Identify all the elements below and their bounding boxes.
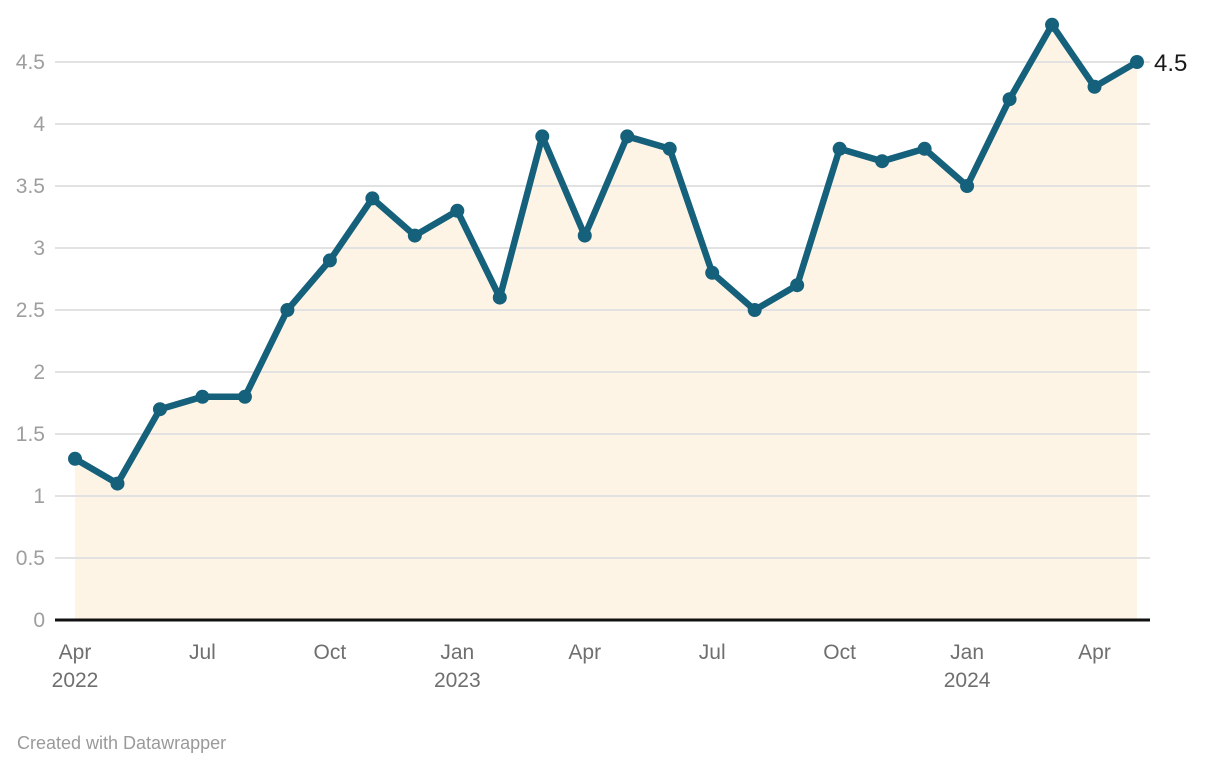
data-point[interactable] (1045, 17, 1060, 32)
x-axis-tick-label: Apr (1078, 641, 1111, 664)
data-point[interactable] (450, 203, 465, 218)
data-point[interactable] (68, 451, 82, 466)
x-axis-tick-label: Apr (59, 641, 92, 664)
data-point[interactable] (1087, 79, 1102, 94)
y-axis-tick-label: 3.5 (16, 175, 45, 198)
x-axis-tick-label: Jan (950, 641, 984, 664)
data-point[interactable] (832, 141, 847, 156)
data-point[interactable] (407, 228, 422, 243)
data-point[interactable] (875, 154, 890, 169)
data-point[interactable] (960, 179, 975, 193)
data-point[interactable] (1002, 92, 1017, 107)
y-axis-tick-label: 3 (33, 237, 45, 260)
y-axis-tick-label: 4.5 (16, 51, 45, 74)
data-point[interactable] (152, 402, 167, 417)
data-point[interactable] (110, 476, 125, 491)
data-point[interactable] (280, 303, 295, 317)
data-point[interactable] (705, 265, 720, 280)
data-point[interactable] (365, 191, 380, 206)
end-value-label: 4.5 (1154, 50, 1187, 77)
y-axis-tick-label: 2.5 (16, 299, 45, 322)
y-axis-tick-label: 0 (33, 609, 45, 632)
y-axis-tick-label: 1.5 (16, 423, 45, 446)
chart-svg: 0 0.5 1 1.5 2 2.5 3 3.5 4 4.5 Apr 2022 Jul Oct Jan 2023… (16, 17, 1187, 692)
y-axis-tick-label: 2 (33, 361, 45, 384)
x-axis-tick-label: Oct (314, 641, 347, 664)
x-axis-tick-year-label: 2022 (52, 669, 99, 692)
x-axis-tick-year-label: 2023 (434, 669, 481, 692)
data-point[interactable] (492, 290, 507, 305)
data-point[interactable] (535, 129, 550, 144)
data-point[interactable] (322, 253, 337, 268)
data-point[interactable] (747, 303, 762, 317)
line-path (71, 21, 1141, 487)
data-point[interactable] (790, 278, 805, 293)
y-axis-tick-label: 0.5 (16, 547, 45, 570)
data-point[interactable] (662, 141, 677, 156)
data-point[interactable] (237, 389, 252, 404)
data-point[interactable] (195, 389, 210, 404)
data-point[interactable] (917, 141, 932, 156)
x-axis-tick-label: Apr (568, 641, 601, 664)
area-fill (75, 24, 1137, 621)
x-axis-tick-label: Jul (189, 641, 216, 664)
x-axis-tick-label: Jan (440, 641, 474, 664)
x-axis-tick-label: Oct (823, 641, 856, 664)
data-point[interactable] (620, 129, 635, 144)
x-axis-tick-label: Jul (699, 641, 726, 664)
attribution-link[interactable]: Created with Datawrapper (17, 733, 227, 753)
x-axis-tick-year-label: 2024 (944, 669, 991, 692)
data-point[interactable] (577, 228, 592, 243)
y-axis-tick-label: 4 (33, 113, 45, 136)
y-axis-tick-label: 1 (33, 485, 45, 508)
data-point[interactable] (1130, 55, 1144, 69)
